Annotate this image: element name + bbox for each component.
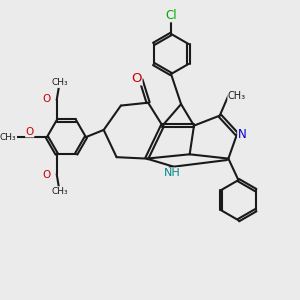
Text: O: O xyxy=(43,170,51,181)
Text: CH₃: CH₃ xyxy=(228,91,246,100)
Text: CH₃: CH₃ xyxy=(51,187,68,196)
Text: CH₃: CH₃ xyxy=(0,133,16,142)
Text: O: O xyxy=(131,72,142,85)
Text: Cl: Cl xyxy=(165,9,177,22)
Text: O: O xyxy=(26,127,34,137)
Text: CH₃: CH₃ xyxy=(51,79,68,88)
Text: N: N xyxy=(238,128,247,141)
Text: O: O xyxy=(43,94,51,104)
Text: NH: NH xyxy=(164,168,181,178)
